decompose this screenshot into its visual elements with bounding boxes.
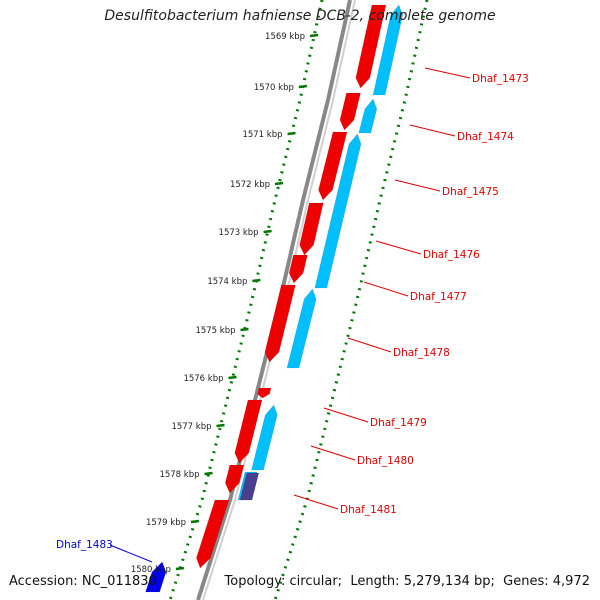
feature-other-17	[239, 472, 260, 501]
callout-line	[375, 240, 422, 255]
kbp-tick-label: 1577 kbp	[171, 422, 211, 432]
kbp-tick-label: 1579 kbp	[146, 518, 186, 528]
kbp-tick	[175, 566, 185, 571]
page-title: Desulfitobacterium hafniense DCB-2, comp…	[104, 8, 496, 24]
genes-value: 4,972	[552, 574, 590, 589]
feature-reverse-14	[286, 288, 317, 369]
kbp-tick	[274, 181, 284, 186]
kbp-tick-label: 1569 kbp	[265, 32, 305, 42]
kbp-tick-label: 1570 kbp	[254, 83, 294, 93]
callout-line	[310, 445, 356, 461]
feature-forward-9	[224, 464, 245, 494]
kbp-tick	[240, 327, 249, 332]
feature-forward-10	[196, 499, 230, 569]
kbp-tick	[228, 375, 237, 380]
gene-label: Dhaf_1478	[393, 347, 450, 359]
kbp-tick-label: 1576 kbp	[183, 374, 223, 384]
gene-label: Dhaf_1479	[370, 417, 427, 429]
callout-line	[323, 407, 369, 423]
feature-track	[145, 4, 404, 593]
feature-forward-4	[299, 202, 324, 256]
gene-label: Dhaf_1481	[340, 504, 397, 516]
gene-label: Dhaf_1477	[410, 291, 467, 303]
callout-line	[409, 124, 456, 137]
feature-forward-8	[234, 399, 263, 464]
feature-reverse-11	[372, 4, 404, 96]
kbp-tick-label: 1573 kbp	[219, 228, 259, 238]
callout-line	[424, 67, 471, 79]
feature-reverse-13	[314, 133, 362, 289]
gene-callouts: Dhaf_1473 Dhaf_1474 Dhaf_1475 Dhaf_1476 Dhaf…	[56, 67, 529, 563]
length-value: 5,279,134 bp	[403, 574, 491, 589]
kbp-tick-label: 1574 kbp	[207, 277, 247, 287]
kbp-tick	[287, 131, 296, 136]
feature-forward-2	[339, 92, 361, 131]
callout-line	[363, 281, 409, 297]
gene-label: Dhaf_1480	[357, 455, 414, 467]
kbp-tick-label: 1571 kbp	[242, 130, 282, 140]
gene-label: Dhaf_1483	[56, 539, 113, 551]
kbp-tick	[309, 33, 319, 38]
feature-forward-1	[355, 4, 387, 89]
topology-label: Topology:	[224, 574, 286, 589]
feature-selected-18	[145, 561, 167, 593]
kbp-tick-label: 1580 kbp	[131, 565, 171, 575]
genes-label: Genes:	[503, 574, 549, 589]
callout-line	[394, 179, 441, 192]
topology-value: circular	[289, 574, 338, 589]
length-label: Length:	[350, 574, 400, 589]
kbp-tick	[298, 84, 308, 89]
feature-reverse-12	[358, 98, 378, 134]
kbp-tick-label: 1578 kbp	[159, 470, 199, 480]
feature-forward-7	[257, 387, 272, 399]
callout-line	[347, 337, 392, 353]
kbp-tick	[190, 519, 200, 524]
gene-label: Dhaf_1474	[457, 131, 514, 143]
gene-label: Dhaf_1475	[442, 186, 499, 198]
kbp-tick	[252, 278, 261, 283]
accession-value: NC_011830	[81, 574, 157, 589]
gene-label: Dhaf_1476	[423, 249, 480, 261]
kbp-tick	[263, 229, 272, 234]
feature-reverse-15	[251, 404, 278, 471]
inner-dot-ring	[168, 0, 324, 600]
callout-line	[293, 494, 339, 510]
kbp-tick-label: 1575 kbp	[195, 326, 235, 336]
kbp-tick-label: 1572 kbp	[230, 180, 270, 190]
kbp-tick	[216, 423, 225, 428]
feature-forward-6	[264, 284, 296, 363]
gene-label: Dhaf_1473	[472, 73, 529, 85]
kbp-tick	[204, 471, 213, 476]
callout-line	[109, 544, 153, 563]
feature-forward-5	[288, 254, 308, 284]
feature-forward-3	[318, 131, 348, 201]
genome-summary: Topology: circular; Length: 5,279,134 bp…	[224, 574, 590, 589]
accession-label: Accession:	[9, 574, 78, 589]
kbp-scale: 1569 kbp 1570 kbp 1571 kbp 1572 kbp 1573 kbp…	[131, 32, 319, 575]
accession-info: Accession: NC_011830	[9, 574, 157, 589]
